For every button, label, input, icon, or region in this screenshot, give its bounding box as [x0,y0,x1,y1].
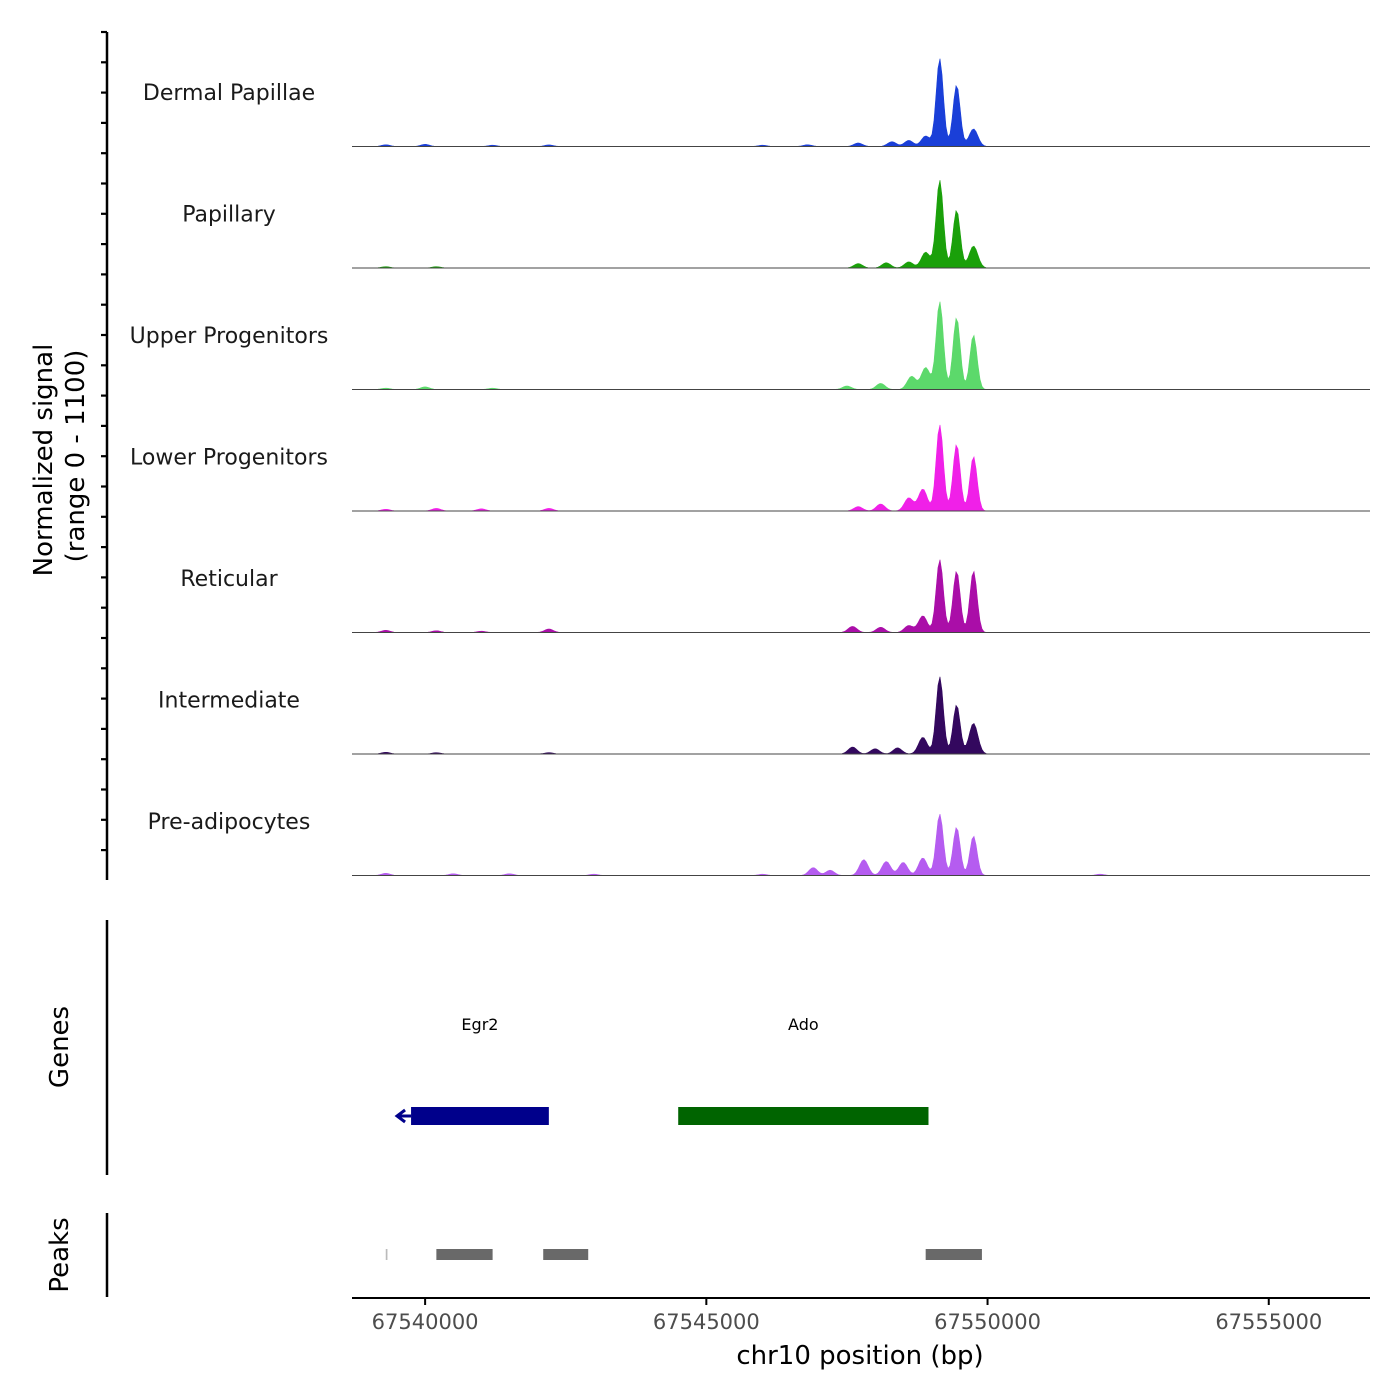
genes-axis-title: Genes [45,1006,75,1088]
x-tick-label: 67555000 [1215,1310,1322,1334]
coverage-track-papillary: Papillary [182,180,1370,269]
peak-region [925,1249,982,1260]
signal-area [352,559,1370,633]
gene-body [411,1107,549,1125]
x-axis-title: chr10 position (bp) [736,1341,983,1371]
signal-area [352,424,1370,512]
track-label: Dermal Papillae [143,81,315,106]
coverage-track-pre-adipocytes: Pre-adipocytes [148,810,1370,876]
track-label: Papillary [182,203,276,228]
track-label: Lower Progenitors [130,446,328,471]
track-label: Pre-adipocytes [148,810,311,835]
signal-area [352,676,1370,755]
coverage-track-dermal-papillae: Dermal Papillae [143,58,1370,147]
signal-area [352,301,1370,390]
gene-body [678,1107,929,1125]
coverage-track-lower-progenitors: Lower Progenitors [130,424,1370,512]
y-axis-title-line1: Normalized signal [29,344,59,577]
peaks-panel [385,1249,982,1260]
coverage-track-intermediate: Intermediate [158,676,1370,755]
coverage-tracks: Dermal Papillae Papillary Upper Progenitor… [130,58,1370,876]
peaks-axis-title: Peaks [45,1217,75,1292]
track-label: Reticular [180,567,278,592]
coverage-y-axis-ticks [101,30,107,852]
x-tick-label: 67550000 [934,1310,1041,1334]
signal-area [352,813,1370,876]
peak-region [543,1249,589,1260]
gene-egr2: Egr2 [394,1015,549,1125]
peak-region [385,1249,388,1260]
track-label: Upper Progenitors [130,324,329,349]
signal-area [352,180,1370,269]
strand-arrow-icon [394,1108,406,1124]
gene-label: Ado [788,1015,819,1034]
signal-area [352,58,1370,147]
peak-region [436,1249,493,1260]
gene-ado: Ado [678,1015,929,1125]
gene-label: Egr2 [461,1015,498,1034]
track-label: Intermediate [158,689,300,714]
x-axis-ticks: 67540000 67545000 67550000 67555000 [372,1298,1322,1334]
x-tick-label: 67545000 [653,1310,760,1334]
y-axis-title-line2: (range 0 - 1100) [61,350,91,563]
coverage-track-upper-progenitors: Upper Progenitors [130,301,1370,390]
genes-panel: Egr2 Ado [394,1015,929,1125]
x-tick-label: 67540000 [372,1310,479,1334]
coverage-track-reticular: Reticular [180,559,1370,633]
